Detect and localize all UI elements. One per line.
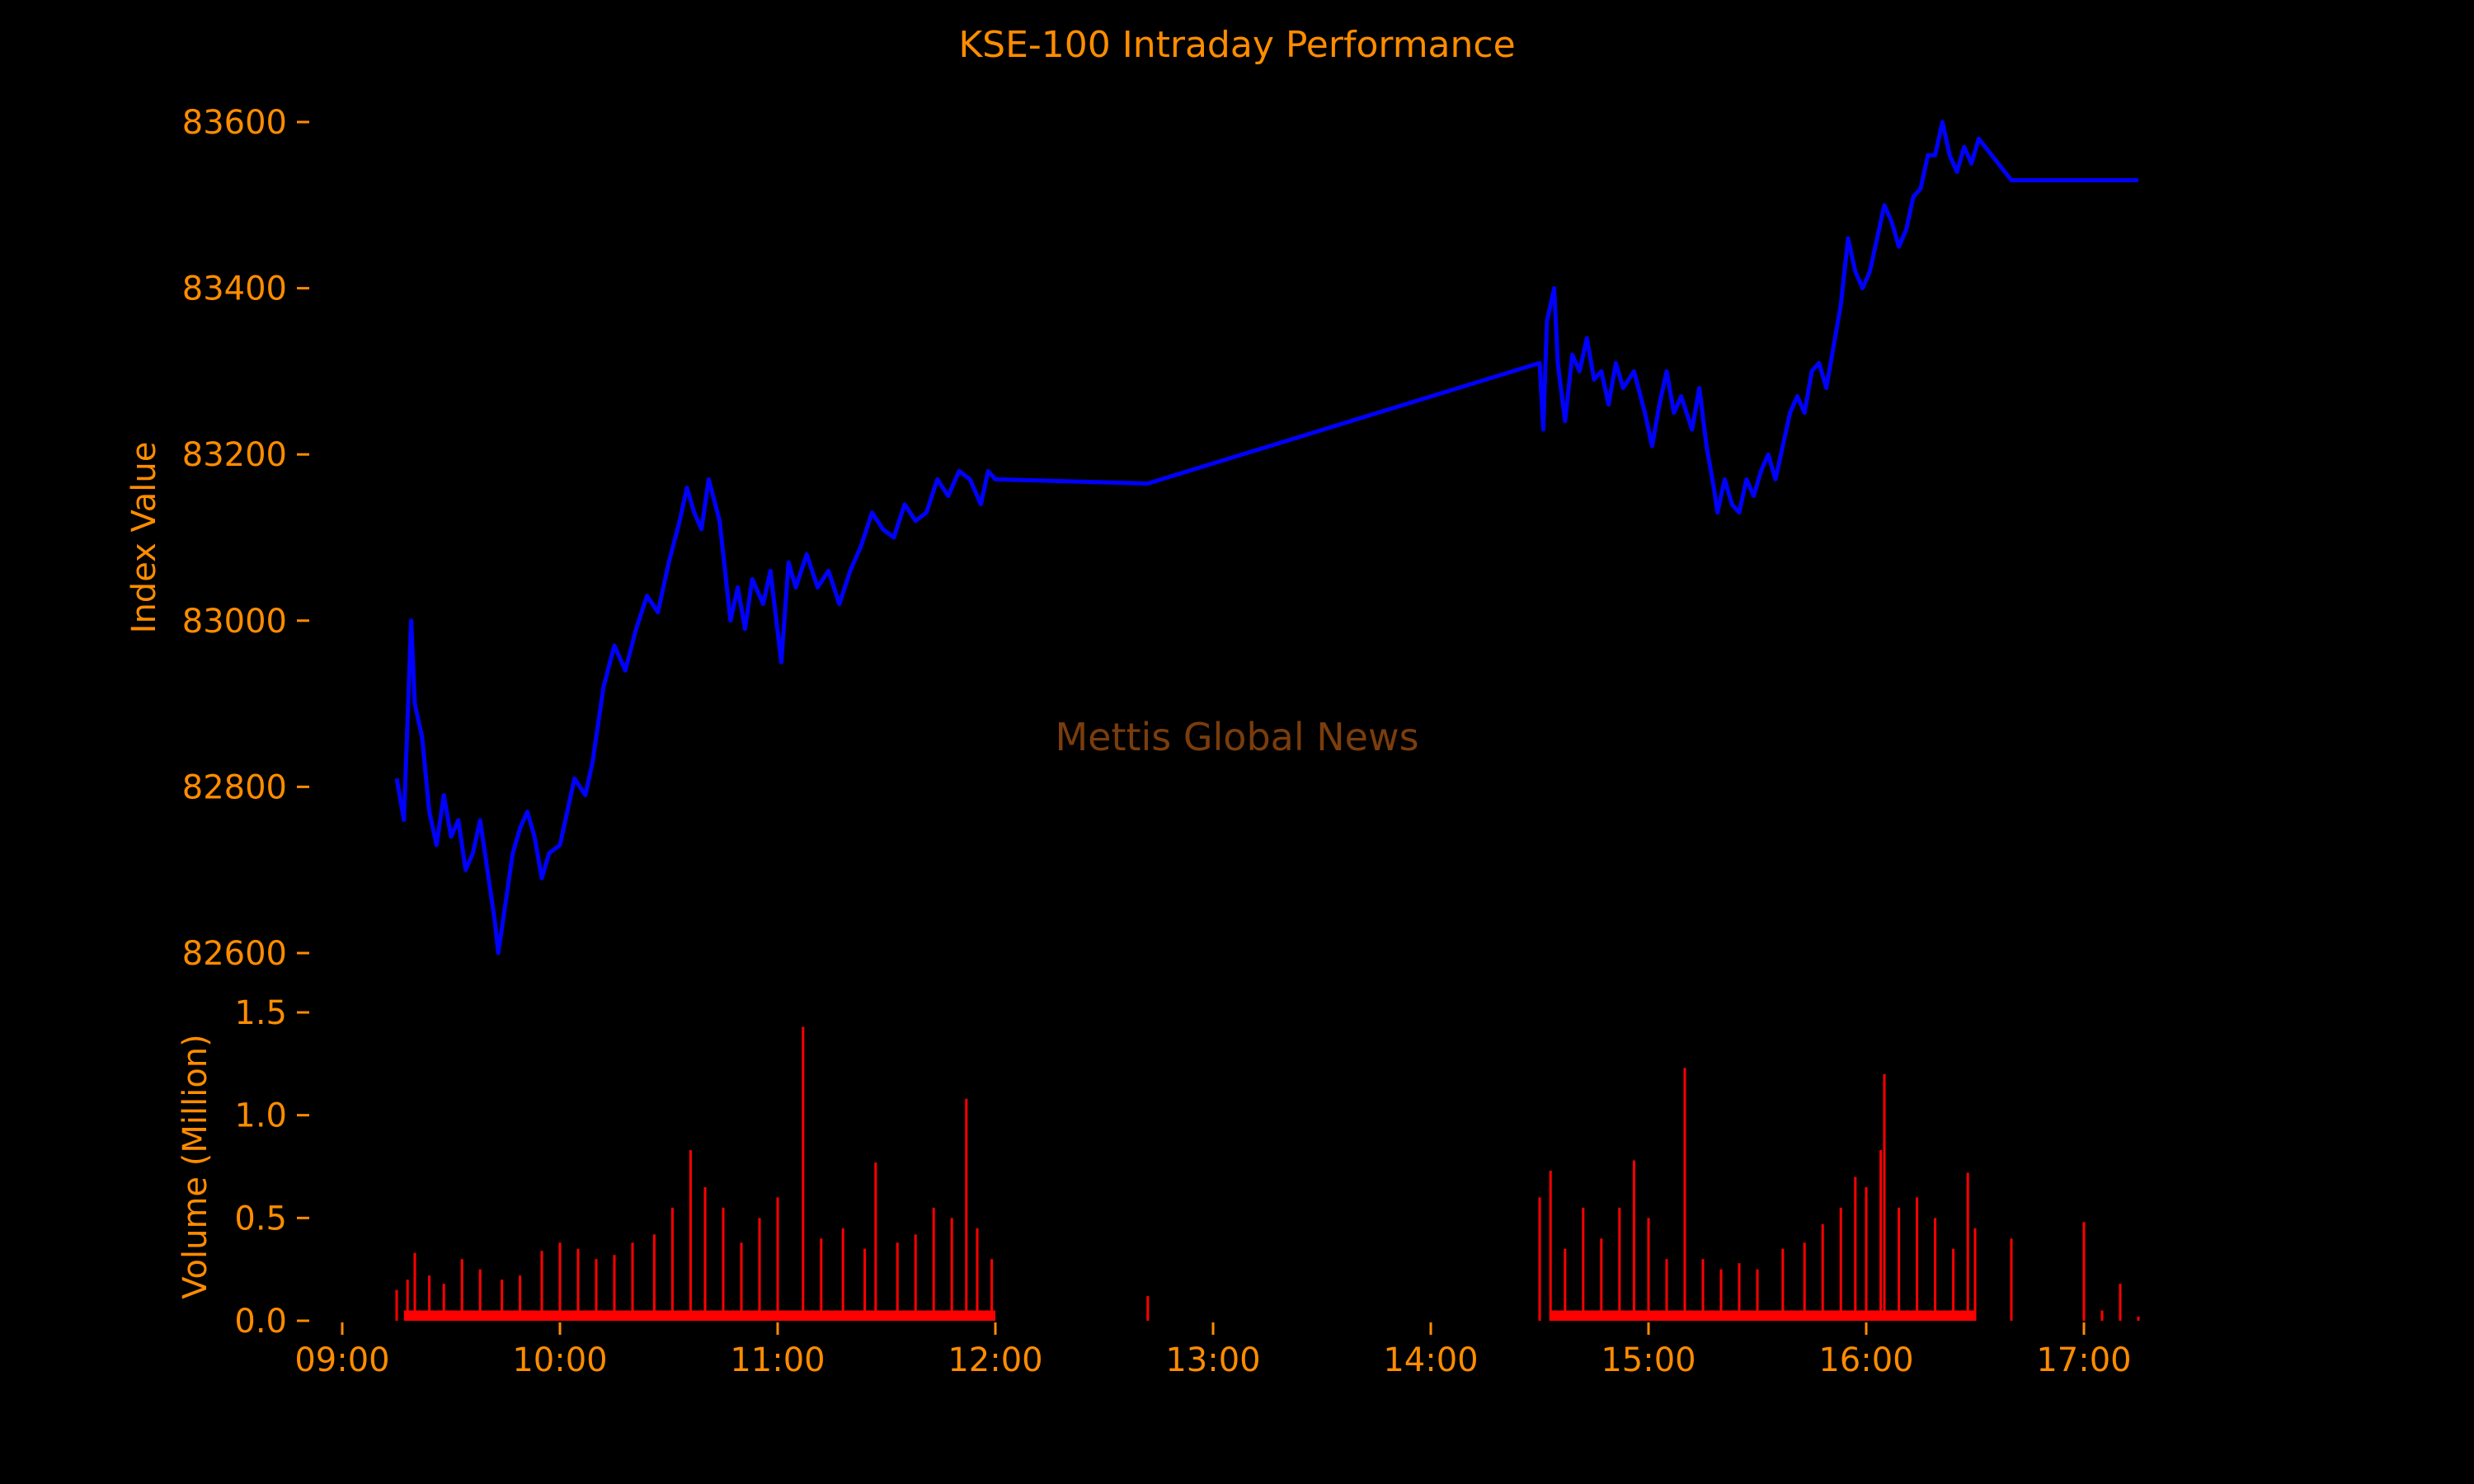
chart-title: KSE-100 Intraday Performance (958, 24, 1515, 66)
volume-bar (965, 1098, 968, 1321)
volume-base-band (403, 1310, 995, 1321)
volume-y-tick-label: 1.5 (234, 994, 287, 1032)
watermark-text: Mettis Global News (1055, 715, 1418, 759)
volume-bar (2082, 1222, 2086, 1321)
volume-bar (1756, 1269, 1759, 1321)
volume-bar (740, 1242, 743, 1321)
volume-bar (2100, 1310, 2104, 1321)
volume-bar (820, 1238, 823, 1321)
volume-bar (558, 1242, 562, 1321)
x-tick-label: 16:00 (1818, 1341, 1913, 1379)
volume-bar (1879, 1150, 1883, 1321)
volume-bar (540, 1251, 543, 1321)
volume-bar (950, 1218, 953, 1321)
volume-bar (2137, 1317, 2140, 1321)
volume-bar (428, 1275, 431, 1321)
volume-bar (406, 1280, 409, 1321)
volume-bar (914, 1234, 917, 1321)
volume-bar (976, 1228, 979, 1321)
volume-bar (1549, 1170, 1552, 1321)
y-tick-label: 82600 (182, 935, 287, 973)
x-tick-label: 11:00 (730, 1341, 825, 1379)
volume-bar (2010, 1238, 2013, 1321)
volume-bar (576, 1248, 580, 1321)
y-tick-label: 82800 (182, 768, 287, 806)
volume-bar (990, 1259, 994, 1321)
volume-bar (758, 1218, 761, 1321)
volume-bar (595, 1259, 598, 1321)
volume-y-tick-label: 0.0 (234, 1303, 287, 1341)
volume-bar (1803, 1242, 1806, 1321)
volume-bar (631, 1242, 634, 1321)
volume-bar (501, 1280, 504, 1321)
volume-bar (1618, 1207, 1621, 1321)
volume-bar (1683, 1068, 1686, 1321)
volume-bar (863, 1248, 867, 1321)
volume-bar (841, 1228, 844, 1321)
volume-bar (1600, 1238, 1603, 1321)
volume-bar (1865, 1186, 1868, 1321)
x-tick-label: 09:00 (294, 1341, 389, 1379)
volume-bar (1632, 1160, 1635, 1321)
volume-bar (670, 1207, 674, 1321)
volume-axis-label: Volume (Million) (176, 1034, 214, 1298)
volume-bar (1916, 1197, 1919, 1321)
volume-y-tick-label: 1.0 (234, 1097, 287, 1135)
volume-bar (1582, 1207, 1585, 1321)
x-tick-label: 17:00 (2036, 1341, 2131, 1379)
index-panel: 82600 82800 83000 83200 83400 83600 Index Valu… (125, 104, 2138, 973)
x-tick-label: 15:00 (1601, 1341, 1696, 1379)
volume-bar (1564, 1248, 1567, 1321)
volume-bar (1719, 1269, 1723, 1321)
x-tick-label: 10:00 (512, 1341, 607, 1379)
volume-bar (896, 1242, 899, 1321)
volume-bar (413, 1252, 416, 1321)
volume-bar (652, 1234, 656, 1321)
volume-bar (1647, 1218, 1650, 1321)
volume-bar (1701, 1259, 1705, 1321)
volume-bar (1854, 1176, 1857, 1321)
volume-bar (1966, 1172, 1969, 1321)
volume-bar (1934, 1218, 1937, 1321)
volume-bar (1821, 1223, 1824, 1321)
volume-bar (2119, 1284, 2122, 1321)
volume-bar (1738, 1263, 1741, 1321)
volume-panel: 0.0 0.5 1.0 1.5 Volume (Million) 09:00 10:00 11… (176, 994, 2140, 1379)
volume-bar (519, 1275, 522, 1321)
y-tick-label: 83000 (182, 603, 287, 641)
y-axis-label: Index Value (125, 442, 163, 634)
volume-bar (703, 1186, 707, 1321)
volume-bar (613, 1255, 616, 1321)
volume-bar (776, 1197, 779, 1321)
x-tick-label: 13:00 (1165, 1341, 1260, 1379)
volume-bar (1952, 1248, 1955, 1321)
index-line (394, 120, 2138, 956)
volume-bar (1538, 1197, 1541, 1321)
volume-bar (1839, 1207, 1842, 1321)
volume-bar (802, 1026, 805, 1321)
y-tick-label: 83400 (182, 270, 287, 308)
y-tick-label: 83200 (182, 436, 287, 474)
volume-bar (932, 1207, 935, 1321)
volume-bar (1973, 1228, 1977, 1321)
volume-bar (689, 1150, 692, 1321)
x-tick-label: 14:00 (1383, 1341, 1478, 1379)
volume-base-band (1550, 1310, 1975, 1321)
volume-bar (1898, 1207, 1901, 1321)
volume-bar (1146, 1296, 1150, 1321)
x-tick-label: 12:00 (948, 1341, 1042, 1379)
volume-bar (874, 1162, 877, 1321)
y-tick-label: 83600 (182, 104, 287, 142)
volume-bar (722, 1207, 725, 1321)
volume-bar (1883, 1073, 1886, 1321)
volume-bar (442, 1284, 445, 1321)
volume-bar (478, 1269, 482, 1321)
volume-bar (1781, 1248, 1785, 1321)
volume-bar (1665, 1259, 1668, 1321)
volume-bar (460, 1259, 463, 1321)
volume-y-tick-label: 0.5 (234, 1200, 287, 1237)
volume-bar (395, 1289, 398, 1321)
